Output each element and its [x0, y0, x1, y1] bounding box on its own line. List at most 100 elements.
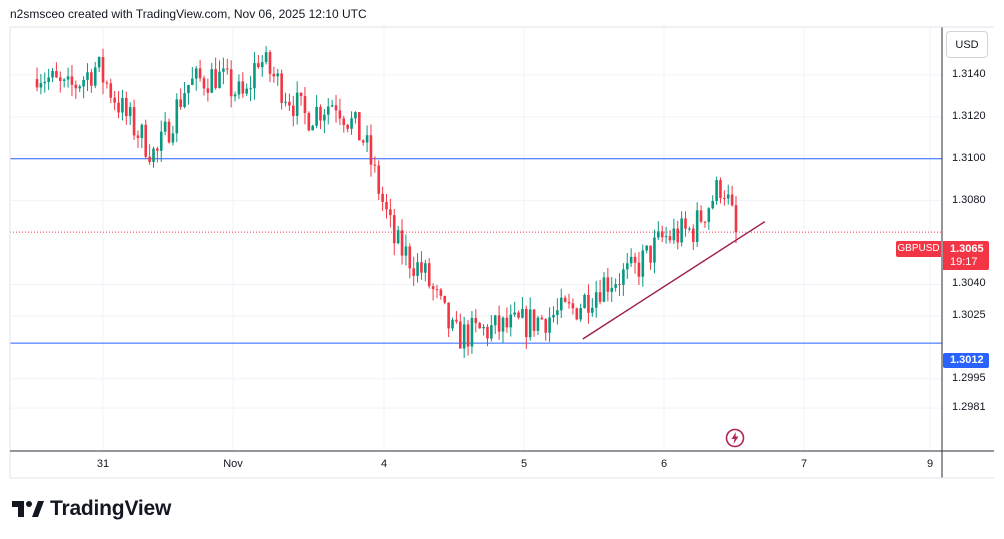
candle-body — [264, 52, 268, 63]
price-tick-label: 1.3120 — [952, 109, 986, 122]
candle-body — [315, 106, 318, 126]
price-tick-label: 1.3100 — [952, 151, 986, 164]
candle-body — [179, 99, 182, 107]
candle-body — [435, 289, 439, 291]
candle-body — [730, 194, 734, 206]
candle-body — [684, 218, 687, 229]
time-tick-label: Nov — [223, 458, 243, 470]
lightning-bolt-icon[interactable] — [725, 428, 745, 448]
candle-body — [369, 135, 373, 165]
candle-body — [672, 228, 676, 241]
candle-body — [377, 165, 381, 194]
candle-body — [319, 106, 322, 121]
candle-body — [408, 246, 412, 269]
last-price-tag: 1.3065 19:17 — [943, 241, 989, 270]
candle-body — [490, 325, 493, 339]
candle-body — [657, 231, 660, 238]
candle-body — [171, 133, 175, 143]
candle-body — [482, 326, 485, 329]
candle-body — [280, 73, 283, 103]
candle-body — [144, 124, 148, 157]
candle-body — [194, 68, 198, 79]
candle-body — [532, 309, 536, 331]
candle-body — [513, 312, 516, 315]
currency-button[interactable]: USD — [946, 31, 988, 58]
drawings — [582, 221, 766, 340]
candle-body — [385, 201, 388, 210]
candle-body — [288, 101, 291, 106]
candle-body — [330, 105, 334, 107]
candle-body — [486, 326, 489, 339]
candle-body — [443, 295, 447, 303]
level-lines — [10, 158, 942, 344]
candle-body — [136, 135, 140, 138]
symbol-tag: GBPUSD — [896, 241, 941, 257]
candle-body — [229, 69, 233, 97]
candle-body — [183, 93, 186, 107]
candle-body — [125, 97, 128, 117]
candle-body — [668, 236, 672, 241]
candle-body — [645, 245, 648, 251]
price-tick-label: 1.3040 — [952, 277, 986, 290]
candle-body — [424, 263, 427, 273]
candle-body — [342, 118, 346, 125]
candle-body — [664, 236, 668, 238]
candle-body — [272, 73, 276, 77]
price-tick-label: 1.3025 — [952, 308, 986, 321]
candle-body — [334, 105, 338, 111]
tradingview-logo[interactable]: TradingView — [12, 497, 171, 521]
candle-body — [86, 72, 89, 80]
time-tick-label: 5 — [520, 458, 528, 470]
bar-countdown: 19:17 — [950, 256, 978, 268]
candle-body — [82, 79, 85, 87]
candle-body — [51, 71, 54, 78]
candle-body — [610, 287, 614, 292]
candle-body — [365, 135, 369, 143]
candle-body — [152, 148, 155, 162]
candle-body — [559, 297, 563, 311]
candle-body — [497, 315, 501, 332]
candle-body — [338, 110, 342, 119]
candle-body — [536, 317, 540, 331]
candle-body — [159, 131, 163, 151]
candle-body — [691, 228, 695, 242]
candle-body — [556, 310, 559, 315]
candle-body — [602, 277, 606, 302]
candle-body — [74, 84, 78, 89]
candle-body — [583, 294, 586, 309]
candle-body — [307, 113, 311, 131]
candle-body — [253, 63, 256, 89]
candle-body — [323, 114, 326, 121]
chart-frame — [9, 26, 994, 479]
candle-body — [676, 228, 680, 243]
candle-body — [257, 63, 260, 68]
candle-body — [202, 78, 206, 89]
brand-name: TradingView — [50, 497, 172, 520]
candle-body — [466, 324, 470, 347]
candle-body — [222, 68, 225, 72]
candle-body — [389, 209, 392, 216]
candle-body — [606, 277, 610, 292]
candle-body — [723, 197, 726, 199]
candle-body — [571, 303, 575, 309]
candle-body — [206, 88, 210, 93]
candle-body — [501, 317, 505, 332]
candle-body — [598, 292, 602, 302]
candle-body — [622, 269, 625, 285]
price-tick-label: 1.2995 — [952, 371, 986, 384]
candle-body — [552, 314, 555, 318]
candle-body — [175, 99, 179, 134]
candle-body — [653, 237, 656, 263]
candle-body — [299, 92, 303, 97]
candle-body — [148, 156, 151, 162]
candle-body — [455, 319, 458, 322]
candle-body — [284, 101, 287, 103]
time-tick-label: 31 — [96, 458, 110, 470]
candle-body — [431, 286, 435, 290]
price-tick-label: 1.3080 — [952, 193, 986, 206]
candle-body — [346, 124, 349, 129]
candle-body — [39, 83, 43, 88]
candle-body — [625, 263, 629, 270]
candle-body — [528, 309, 532, 338]
